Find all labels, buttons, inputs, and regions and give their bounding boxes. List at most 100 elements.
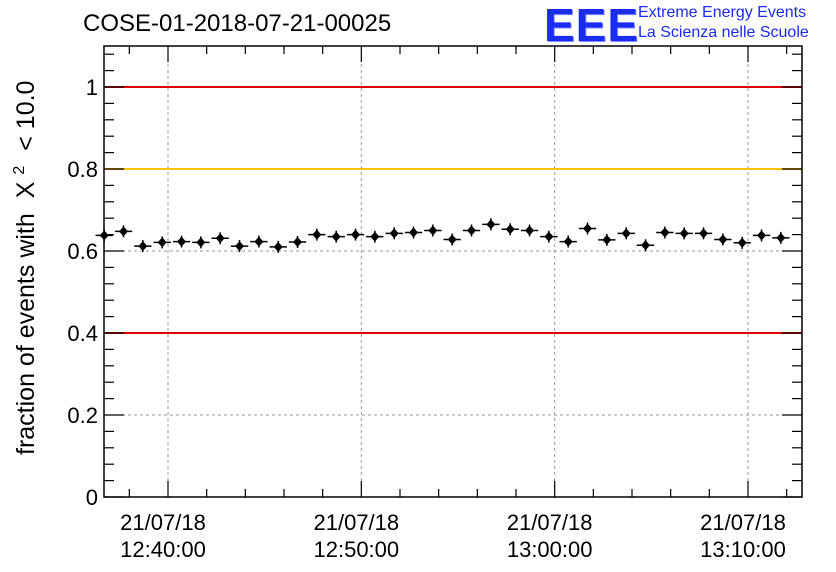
data-point-17: [424, 224, 442, 237]
data-point-marker: [583, 223, 593, 234]
x-tick-label-time-1: 12:50:00: [314, 537, 400, 562]
y-tick-label-1: 0.2: [67, 403, 98, 428]
data-point-marker: [699, 228, 709, 239]
x-tick-labels: 21/07/1812:40:0021/07/1812:50:0021/07/18…: [120, 510, 786, 562]
data-point-marker: [196, 237, 206, 248]
data-point-33: [733, 236, 751, 249]
x-tick-label-date-0: 21/07/18: [120, 510, 206, 535]
data-point-marker: [409, 227, 419, 238]
data-point-34: [752, 229, 771, 242]
data-point-13: [346, 228, 365, 241]
data-point-6: [211, 232, 229, 245]
data-point-marker: [602, 234, 612, 245]
x-tick-label-date-1: 21/07/18: [314, 510, 400, 535]
data-point-marker: [447, 234, 457, 245]
data-point-18: [443, 233, 461, 246]
y-axis-label: fraction of events with X 2 < 10.0: [2, 81, 40, 455]
data-point-marker: [273, 241, 283, 252]
logo-line-1: Extreme Energy Events: [638, 4, 807, 21]
data-point-marker: [157, 237, 167, 248]
plot-frame: [103, 45, 803, 498]
data-point-marker: [370, 231, 380, 242]
data-point-19: [462, 224, 481, 237]
y-tick-label-4: 0.8: [67, 157, 98, 182]
y-axis-label-tail: < 10.0: [12, 81, 40, 151]
data-point-marker: [525, 225, 535, 236]
data-point-29: [656, 226, 674, 239]
logo-line-2: La Scienza nelle Scuole: [638, 24, 809, 41]
data-point-marker: [660, 227, 670, 238]
data-point-marker: [331, 231, 341, 242]
data-point-marker: [293, 236, 303, 247]
eee-logo: EEE Extreme Energy Events La Scienza nel…: [540, 0, 830, 51]
y-tick-label-0: 0: [86, 485, 98, 510]
data-point-marker: [428, 225, 438, 236]
data-point-marker: [389, 228, 399, 239]
data-point-marker: [486, 219, 496, 230]
reference-lines: [104, 86, 802, 334]
y-tick-label-2: 0.4: [67, 321, 98, 346]
data-point-marker: [718, 234, 728, 245]
data-point-30: [675, 227, 693, 240]
data-point-7: [230, 240, 249, 253]
eee-logo-mark: EEE: [544, 0, 640, 51]
data-point-marker: [544, 231, 554, 242]
data-point-marker: [776, 232, 786, 243]
data-point-marker: [621, 228, 631, 239]
data-point-24: [559, 235, 577, 248]
data-point-23: [540, 230, 558, 243]
data-point-marker: [351, 229, 361, 240]
data-point-5: [192, 236, 210, 249]
chart-title: COSE-01-2018-07-21-00025: [83, 10, 392, 37]
data-point-marker: [563, 236, 573, 247]
y-tick-label-3: 0.6: [67, 239, 98, 264]
data-point-32: [714, 233, 732, 246]
data-point-marker: [757, 230, 767, 241]
data-point-14: [366, 230, 384, 243]
data-point-marker: [177, 236, 187, 247]
data-point-marker: [99, 230, 109, 241]
data-point-35: [772, 231, 790, 244]
data-point-28: [636, 239, 655, 252]
data-point-21: [501, 223, 519, 236]
data-point-16: [404, 226, 423, 239]
data-point-12: [327, 230, 345, 243]
data-point-26: [598, 233, 616, 246]
grid-layer: [104, 46, 802, 497]
x-tick-label-time-0: 12:40:00: [120, 537, 206, 562]
data-point-marker: [235, 241, 245, 252]
x-tick-label-time-3: 13:10:00: [700, 537, 786, 562]
y-axis-label-text: fraction of events with: [12, 213, 40, 455]
y-axis-label-superscript: 2: [11, 166, 28, 175]
data-point-0: [95, 229, 113, 242]
x-tick-label-date-3: 21/07/18: [700, 510, 786, 535]
y-axis-label-symbol: X: [12, 181, 40, 198]
y-tick-labels: 0 0.2 0.4 0.6 0.8 1: [67, 75, 98, 510]
data-point-marker: [641, 240, 651, 251]
data-point-marker: [119, 226, 129, 237]
data-point-20: [482, 218, 500, 231]
data-point-2: [134, 240, 152, 253]
data-point-marker: [254, 236, 264, 247]
data-point-1: [114, 225, 133, 238]
data-point-9: [269, 240, 287, 253]
data-point-10: [288, 235, 307, 248]
data-point-11: [308, 228, 326, 241]
data-point-31: [694, 227, 713, 240]
data-point-marker: [679, 228, 689, 239]
data-point-marker: [215, 233, 225, 244]
x-tick-label-time-2: 13:00:00: [507, 537, 593, 562]
data-point-marker: [737, 237, 747, 248]
data-point-27: [617, 227, 635, 240]
data-point-25: [578, 222, 597, 235]
data-point-8: [250, 235, 268, 248]
x-tick-label-date-2: 21/07/18: [507, 510, 593, 535]
data-point-marker: [505, 224, 515, 235]
axis-ticks: [104, 46, 802, 498]
data-point-marker: [138, 241, 148, 252]
data-point-3: [153, 236, 171, 249]
data-point-22: [520, 224, 539, 237]
data-point-marker: [467, 225, 477, 236]
data-points: [95, 218, 790, 253]
